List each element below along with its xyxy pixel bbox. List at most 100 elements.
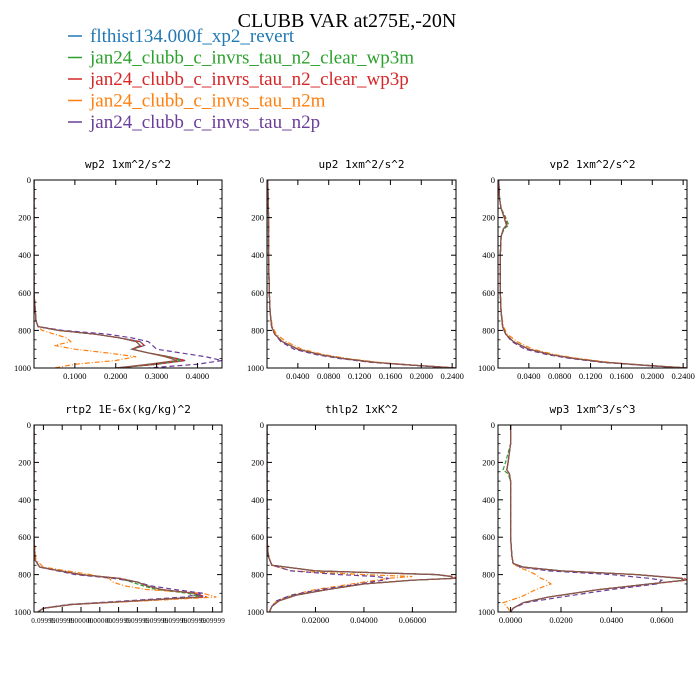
panel-3: vp2 1xm^2/s^2 0 200 400 600 800 1000 0.0400 0.08…	[478, 158, 695, 381]
x-tick-label: 0.2400	[671, 371, 694, 381]
x-tick-label: 0.04000	[350, 615, 378, 625]
y-tick-label: 600	[251, 288, 264, 298]
series-line	[267, 180, 456, 368]
series-line	[267, 180, 456, 368]
legend-entry: jan24_clubb_c_invrs_tau_n2_clear_wp3m	[68, 48, 414, 69]
y-tick-label: 800	[251, 570, 264, 580]
x-tick-label: 0.0600	[650, 615, 673, 625]
x-tick-label: 0.06000	[399, 615, 427, 625]
x-tick-label: 0.1600	[379, 371, 402, 381]
legend-label: jan24_clubb_c_invrs_tau_n2_clear_wp3m	[89, 48, 414, 69]
y-tick-label: 600	[18, 532, 31, 542]
panel-title: up2 1xm^2/s^2	[318, 158, 404, 171]
x-tick-label: 0.2000	[641, 371, 664, 381]
series-line	[34, 180, 178, 368]
series-line	[267, 425, 456, 612]
y-tick-label: 400	[251, 495, 264, 505]
y-tick-label: 1000	[247, 363, 264, 373]
y-tick-label: 600	[251, 532, 264, 542]
x-tick-label: 0.09999	[144, 617, 169, 625]
x-tick-label: 0.2000	[104, 371, 127, 381]
x-tick-label: 0.00000	[69, 617, 94, 625]
panel-title: wp2 1xm^2/s^2	[85, 158, 171, 171]
panels: wp2 1xm^2/s^2 0 200 400 600 800 1000 0.1000 0.20…	[14, 158, 695, 625]
y-tick-label: 1000	[247, 607, 264, 617]
series-line	[34, 180, 186, 368]
series-group	[501, 425, 687, 612]
x-tick-label: 0.0800	[548, 371, 571, 381]
x-tick-label: 0.0400	[600, 615, 623, 625]
y-tick-label: 800	[482, 570, 495, 580]
series-line	[267, 180, 456, 368]
x-tick-label: 0.02000	[302, 615, 330, 625]
panel-1: wp2 1xm^2/s^2 0 200 400 600 800 1000 0.1000 0.20…	[14, 158, 223, 381]
series-line	[506, 425, 687, 612]
x-tick-label: 0.1600	[610, 371, 633, 381]
y-tick-label: 1000	[14, 363, 31, 373]
series-line	[506, 425, 687, 612]
y-tick-label: 400	[18, 250, 31, 260]
y-tick-label: 1000	[478, 607, 495, 617]
series-line	[506, 425, 664, 612]
panel-5: thlp2 1xK^2 0 200 400 600 800 1000 0.02000 0.040…	[247, 403, 457, 625]
x-tick-label: 0.09999	[125, 617, 150, 625]
y-tick-label: 200	[482, 213, 495, 223]
series-group	[267, 425, 456, 612]
series-line	[267, 180, 453, 368]
y-tick-label: 600	[18, 288, 31, 298]
y-tick-label: 400	[482, 495, 495, 505]
series-line	[498, 180, 687, 368]
x-tick-label: 0.1200	[579, 371, 602, 381]
x-tick-label: 0.0200	[549, 615, 572, 625]
x-tick-label: 0.09999	[182, 617, 207, 625]
x-tick-label: 0.4000	[186, 371, 209, 381]
series-line	[34, 180, 186, 368]
series-group	[498, 180, 687, 368]
y-tick-label: 0	[491, 175, 495, 185]
y-tick-label: 400	[251, 250, 264, 260]
legend-label: flthist134.000f_xp2_revert	[90, 26, 295, 47]
series-line	[267, 425, 391, 612]
y-tick-label: 0	[491, 420, 495, 430]
y-tick-label: 800	[482, 325, 495, 335]
y-tick-label: 600	[482, 532, 495, 542]
x-tick-label: 0.0400	[517, 371, 540, 381]
y-tick-label: 0	[27, 420, 31, 430]
series-line	[498, 180, 687, 368]
y-tick-label: 0	[260, 420, 264, 430]
x-tick-label: 0.2400	[440, 371, 463, 381]
legend: flthist134.000f_xp2_revertjan24_clubb_c_…	[68, 26, 414, 133]
legend-entry: jan24_clubb_c_invrs_tau_n2_clear_wp3p	[68, 69, 409, 90]
y-tick-label: 1000	[478, 363, 495, 373]
plot-frame	[33, 424, 223, 613]
x-tick-label: 0.00000	[88, 617, 113, 625]
y-tick-label: 1000	[14, 607, 31, 617]
y-tick-label: 400	[18, 495, 31, 505]
figure-title: CLUBB VAR at275E,-20N	[238, 10, 457, 32]
panel-title: wp3 1xm^3/s^3	[549, 403, 635, 416]
y-tick-label: 200	[18, 457, 31, 467]
x-tick-label: 0.2000	[410, 371, 433, 381]
legend-label: jan24_clubb_c_invrs_tau_n2p	[89, 112, 320, 133]
series-line	[34, 425, 217, 612]
series-group	[34, 180, 222, 368]
series-group	[34, 425, 217, 612]
series-line	[506, 425, 687, 612]
panel-2: up2 1xm^2/s^2 0 200 400 600 800 1000 0.0400 0.08…	[247, 158, 464, 381]
x-tick-label: 0.0800	[317, 371, 340, 381]
series-line	[498, 180, 687, 368]
y-tick-label: 400	[482, 250, 495, 260]
x-tick-label: 0.09999	[31, 617, 56, 625]
series-line	[34, 425, 202, 612]
x-tick-label: 0.09999	[163, 617, 188, 625]
legend-entry: jan24_clubb_c_invrs_tau_n2p	[68, 112, 320, 133]
x-tick-label: 0.3000	[145, 371, 168, 381]
series-group	[267, 180, 456, 368]
x-tick-label: 0.0000	[499, 615, 522, 625]
x-tick-label: 0.0400	[286, 371, 309, 381]
series-line	[498, 180, 684, 368]
y-tick-label: 800	[18, 570, 31, 580]
y-tick-label: 600	[482, 288, 495, 298]
y-tick-label: 800	[251, 325, 264, 335]
